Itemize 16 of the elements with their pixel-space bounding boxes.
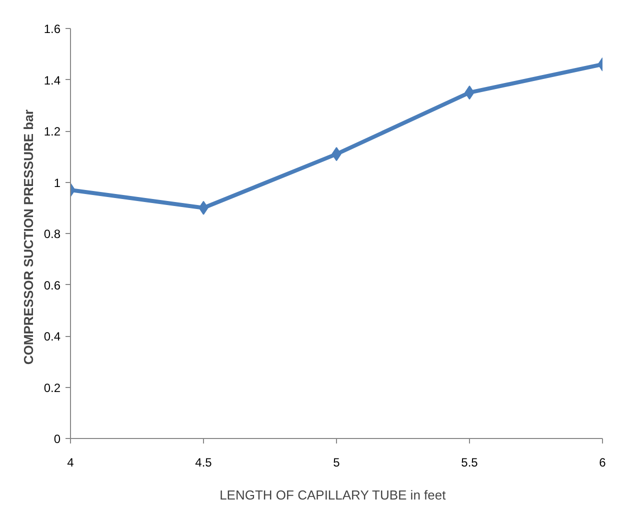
- y-tick-label: 0.8: [44, 227, 61, 241]
- x-tick-label: 5: [333, 456, 340, 470]
- x-tick-label: 5.5: [461, 456, 478, 470]
- y-tick-label: 1.4: [44, 73, 61, 88]
- y-axis-title: COMPRESSOR SUCTION PRESSURE bar: [20, 110, 36, 365]
- x-tick-label: 4: [67, 456, 74, 470]
- y-tick-label: 0.6: [44, 278, 61, 292]
- y-tick-label: 1.2: [44, 124, 61, 138]
- y-tick-label: 1.6: [44, 22, 61, 36]
- y-tick-label: 0.2: [44, 380, 61, 395]
- x-tick-label: 6: [599, 456, 606, 470]
- y-tick-label: 1: [54, 176, 61, 190]
- y-tick-label: 0.4: [44, 330, 61, 344]
- x-axis-title: LENGTH OF CAPILLARY TUBE in feet: [220, 488, 446, 502]
- y-tick-label: 0: [54, 432, 61, 446]
- x-tick-label: 4.5: [195, 456, 212, 470]
